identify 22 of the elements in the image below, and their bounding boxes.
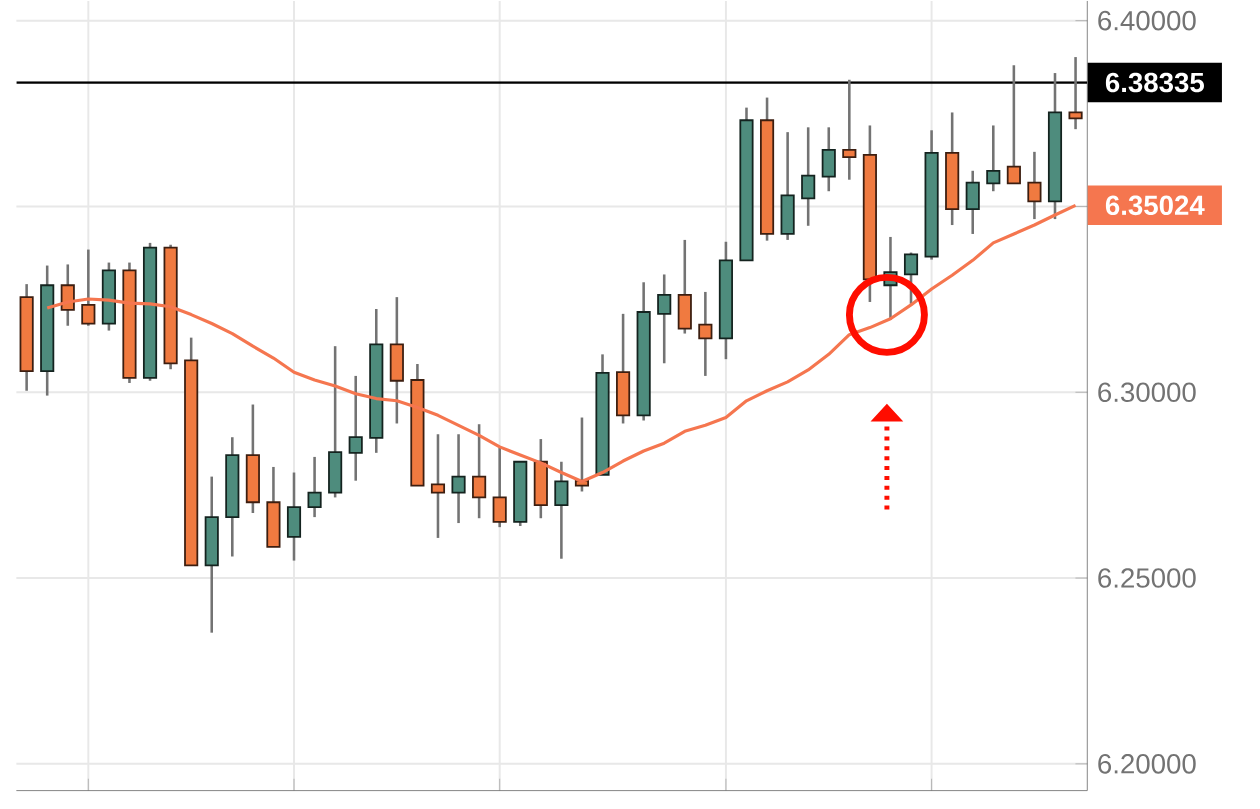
candlestick [1068, 55, 1083, 131]
candlestick [657, 272, 672, 365]
ref-line-label: 6.38335 [1105, 72, 1204, 93]
candlestick [986, 123, 1001, 193]
candlestick [801, 125, 816, 227]
candlestick [348, 374, 363, 482]
y-tick-label: 6.40000 [1098, 10, 1196, 31]
text: 6.35024 [1105, 195, 1205, 215]
candlestick [307, 455, 322, 519]
y-tick-label: 6.20000 [1098, 753, 1196, 774]
candlestick [903, 251, 919, 305]
candlestick [81, 248, 96, 327]
candlestick [1006, 63, 1021, 185]
candlestick [430, 432, 446, 540]
y-tick-label: 6.30000 [1098, 382, 1196, 402]
candlestick [698, 290, 713, 377]
candlestick [451, 432, 466, 525]
candlestick [472, 422, 487, 520]
candlestick [554, 460, 569, 560]
candlestick [1027, 150, 1042, 221]
candlestick [842, 78, 857, 181]
y-tick-label: 6.25000 [1098, 568, 1196, 588]
